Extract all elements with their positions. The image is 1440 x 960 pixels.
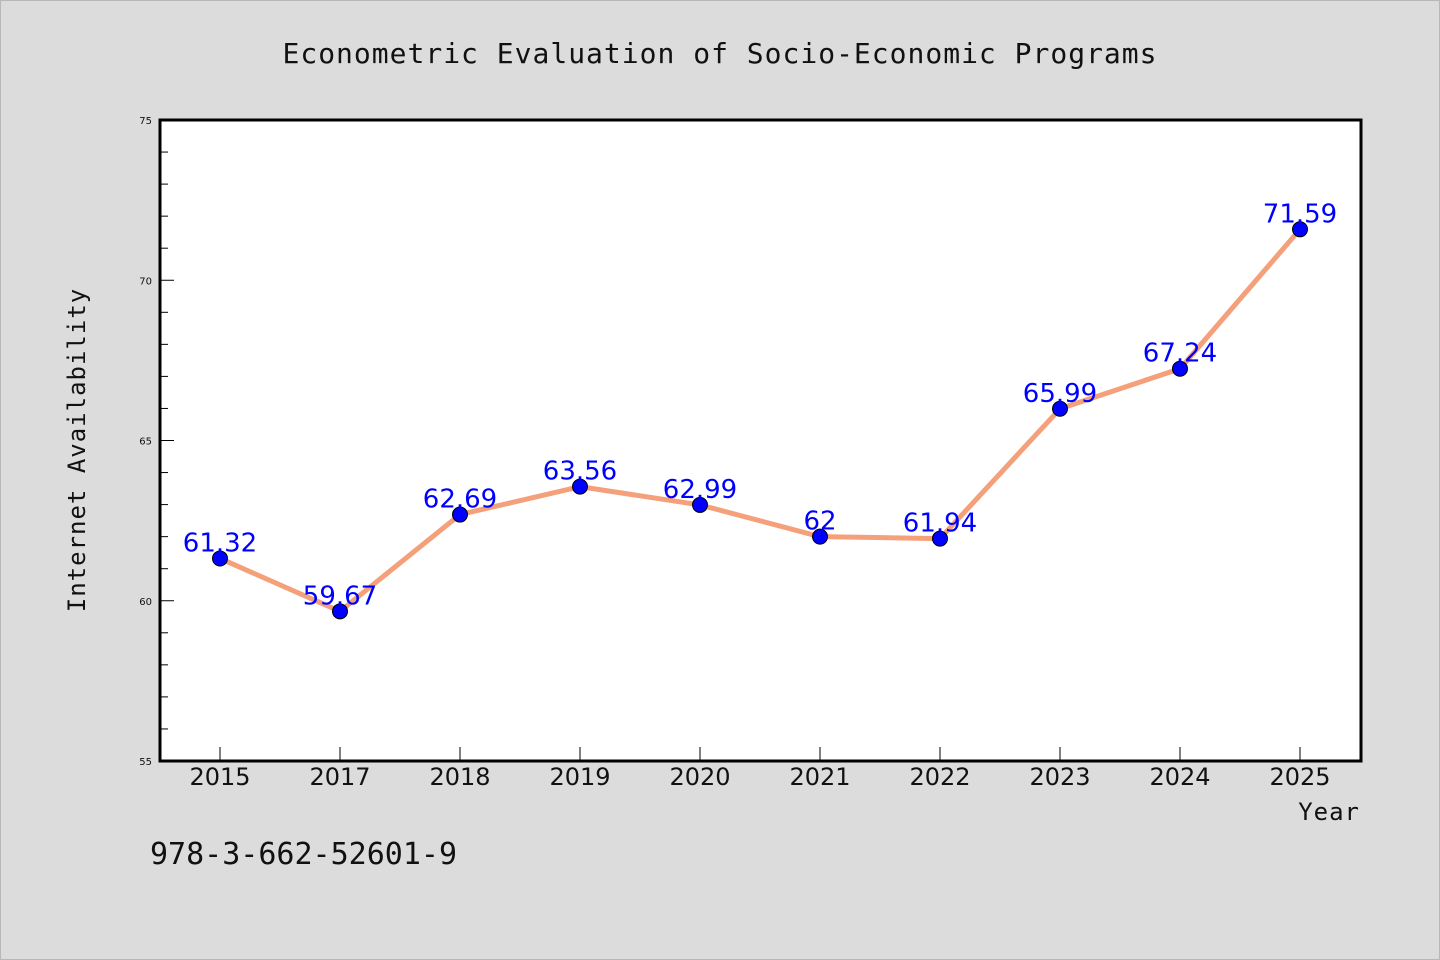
plot-area: [158, 118, 1363, 763]
x-tick-label: 2021: [789, 763, 850, 791]
x-tick-label: 2020: [669, 763, 730, 791]
data-label: 61.94: [903, 509, 977, 539]
data-point: [692, 496, 708, 513]
data-point: [1052, 400, 1068, 417]
x-tick-label: 2023: [1029, 763, 1090, 791]
y-tick-label: 60: [139, 597, 152, 608]
x-tick-label: 2019: [549, 763, 610, 791]
data-point: [572, 478, 588, 495]
x-axis: 2015 2017 2018 2019 2020 2021 2022 2023 2024 2025: [189, 747, 1331, 791]
x-tick-label: 2017: [309, 763, 370, 791]
data-label: 71.59: [1263, 199, 1337, 229]
x-tick-label: 2024: [1149, 763, 1210, 791]
chart-title: Econometric Evaluation of Socio-Economic…: [282, 37, 1157, 70]
data-label: 61.32: [183, 528, 257, 558]
y-tick-label: 65: [139, 437, 152, 448]
data-label: 65.99: [1023, 379, 1097, 409]
data-point: [932, 530, 948, 547]
x-axis-title: Year: [1298, 798, 1360, 826]
data-label: 62.69: [423, 485, 497, 515]
y-tick-label: 70: [139, 276, 152, 287]
footer-isbn: 978-3-662-52601-9: [150, 837, 457, 872]
series-layer: [212, 221, 1308, 620]
y-tick-label: 75: [139, 116, 152, 127]
data-point: [452, 506, 468, 523]
x-tick-label: 2022: [909, 763, 970, 791]
y-axis: 55 60 65 70 75: [139, 116, 174, 768]
y-tick-label: 55: [139, 757, 152, 768]
data-label: 63.56: [543, 457, 617, 487]
data-point: [812, 528, 828, 545]
data-point: [212, 550, 228, 567]
series-line: [217, 226, 1303, 614]
y-axis-title: Internet Availability: [63, 288, 91, 612]
x-tick-label: 2025: [1269, 763, 1330, 791]
data-point: [1292, 221, 1308, 238]
data-label: 59.67: [303, 581, 377, 611]
data-point: [332, 603, 348, 620]
x-tick-label: 2018: [429, 763, 490, 791]
data-label: 62.99: [663, 475, 737, 505]
data-point: [1172, 360, 1188, 377]
data-labels: 61.32 59.67 62.69 63.56 62.99 62 61.94 65.99 67.…: [183, 199, 1337, 611]
data-label: 67.24: [1143, 339, 1217, 369]
data-label: 62: [803, 507, 836, 537]
x-tick-label: 2015: [189, 763, 250, 791]
